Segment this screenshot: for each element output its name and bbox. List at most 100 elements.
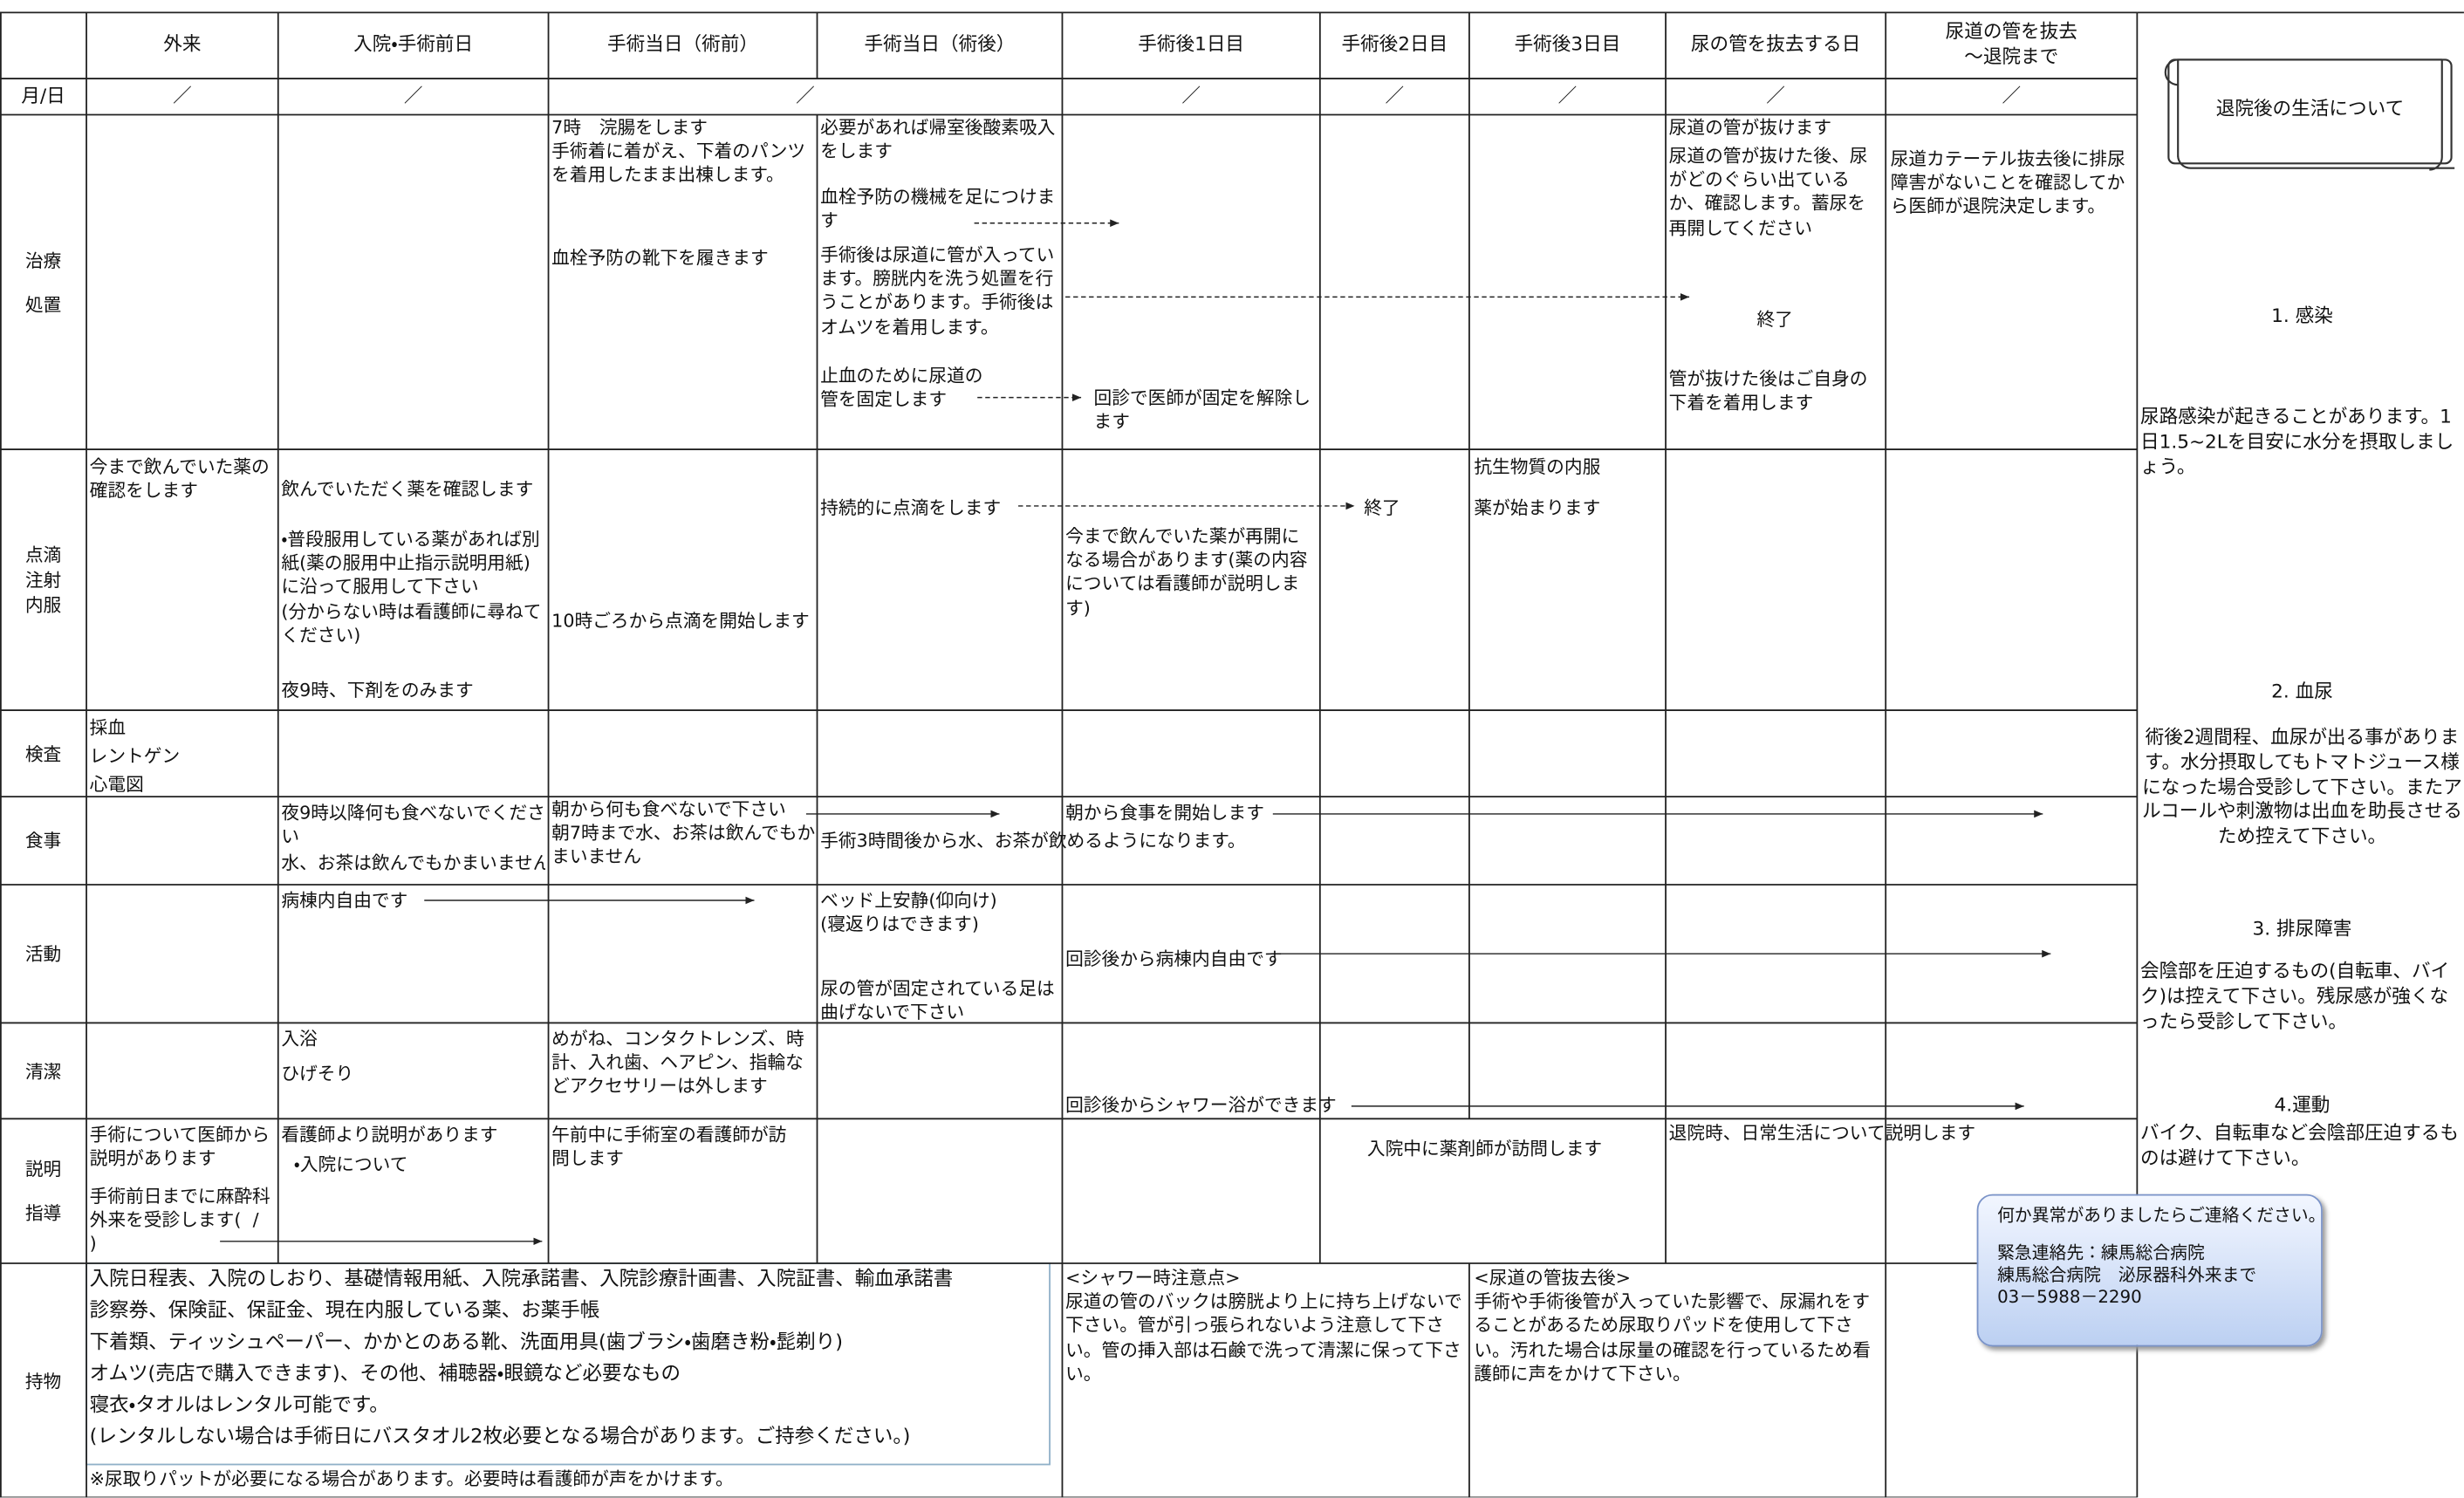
- cell-text: 夜9時、下剤をのみます: [281, 679, 474, 701]
- cell-text: 水、お茶は飲んでもかまいません: [281, 852, 545, 874]
- date-slot: ／: [1181, 84, 1201, 106]
- section-heading: 1. 感染: [2271, 304, 2333, 327]
- cell-text: 尿道カテーテル抜去後に排尿障害がないことを確認してから医師が退院決定します。: [1890, 147, 2125, 218]
- cell-text: 10時ごろから点滴を開始します: [551, 609, 810, 633]
- cell-text: 薬が始まります: [1474, 496, 1601, 519]
- contact-box: 何か異常がありましたらご連絡ください。 緊急連絡先：練馬総合病院 練馬総合病院 泌尿…: [1976, 1194, 2326, 1347]
- row-label-line: 注射: [24, 568, 62, 592]
- date-slot: ／: [1557, 84, 1578, 106]
- cell-text: 退院時、日常生活について説明します: [1668, 1121, 1976, 1145]
- cell-text: <尿道の管抜去後> 手術や手術後管が入っていた影響で、尿漏れをすることがあるため…: [1474, 1266, 1871, 1385]
- cell-text: 持続的に点滴をします: [820, 496, 1002, 519]
- cell-text: 看護師より説明があります: [281, 1123, 498, 1146]
- column-header: 入院・手術前日: [353, 32, 474, 56]
- row-label-line: 治療: [24, 249, 62, 271]
- cell-text: めがね、コンタクトレンズ、時計、入れ歯、ヘアピン、指輪などアクセサリーは外します: [551, 1027, 804, 1098]
- cell-text: 手術前日までに麻酔科外来を受診します( / ): [89, 1184, 270, 1255]
- row-label: 食事: [0, 797, 86, 885]
- sidebar-title: 退院後の生活について: [2215, 97, 2405, 120]
- column-header: 外来: [163, 32, 202, 56]
- cell-text: 回診で医師が固定を解除します: [1093, 386, 1311, 433]
- date-slot: ／: [1385, 84, 1405, 106]
- row-label: 検査: [0, 710, 86, 797]
- cell-text: 回診後から病棟内自由です: [1065, 947, 1283, 970]
- row-label-line: 持物: [24, 1369, 62, 1392]
- belonging-line: (レンタルしない場合は手術日にバスタオル2枚必要となる場合があります。ご持参くだ…: [89, 1423, 911, 1447]
- cell-text: 入浴: [281, 1027, 318, 1050]
- row-label-line: 指導: [24, 1201, 62, 1224]
- cell-text: 病棟内自由です: [281, 889, 408, 912]
- belonging-line: 入院日程表、入院のしおり、基礎情報用紙、入院承諾書、入院診療計画書、入院証書、輸…: [89, 1266, 954, 1290]
- row-label-line: 説明: [24, 1158, 62, 1180]
- column-header: 尿道の管を抜去 ～退院まで: [1945, 20, 2077, 68]
- cell-text: 今まで飲んでいた薬の確認をします: [89, 455, 270, 502]
- row-label-line: 内服: [24, 593, 62, 616]
- cell-text: 尿道の管が抜けた後、尿がどのぐらい出ているか、確認します。蓄尿を再開してください: [1668, 144, 1868, 238]
- cell-text: ※尿取りパットが必要になる場合があります。必要時は看護師が声をかけます。: [89, 1467, 734, 1490]
- row-label-line: 食事: [24, 829, 62, 852]
- cell-text: 朝から食事を開始します: [1065, 801, 1264, 824]
- cell-text: 尿の管が固定されている足は曲げないで下さい: [820, 977, 1055, 1023]
- belonging-line: オムツ(売店で購入できます)、その他、補聴器・眼鏡など必要なもの: [89, 1360, 681, 1385]
- cell-text: 今まで飲んでいた薬が再開になる場合があります(薬の内容については看護師が説明しま…: [1065, 524, 1308, 619]
- column-header: 手術後3日目: [1514, 32, 1621, 56]
- row-label: 活動: [0, 885, 86, 1023]
- belonging-line: 寝衣・タオルはレンタル可能です。: [89, 1392, 389, 1416]
- date-slot: ／: [1766, 84, 1785, 106]
- cell-text: ・入院について: [293, 1153, 408, 1176]
- cell-text: 午前中に手術室の看護師が訪問します: [551, 1123, 787, 1170]
- cell-text: ・普段服用している薬があれば別紙(薬の服用中止指示説明用紙)に沿って服用して下さ…: [281, 528, 542, 646]
- cell-text: 飲んでいただく薬を確認します: [281, 477, 534, 500]
- date-slot: ／: [173, 84, 192, 106]
- section-heading: 4.運動: [2274, 1093, 2331, 1116]
- section-text: 術後2週間程、血尿が出る事があります。水分摂取してもトマトジュース様になった場合…: [2141, 726, 2462, 848]
- cell-text: 入院中に薬剤師が訪問します: [1366, 1137, 1603, 1160]
- column-header: 尿の管を抜去する日: [1690, 32, 1861, 56]
- date-label: 月/日: [21, 84, 65, 106]
- cell-text: 抗生物質の内服: [1474, 455, 1601, 478]
- date-slot: ／: [403, 84, 423, 106]
- cell-text: 止血のために尿道の管を固定します: [820, 364, 983, 411]
- row-label-line: 清潔: [24, 1059, 62, 1082]
- cell-text: 朝から何も食べないで下さい 朝7時まで水、お茶は飲んでもかまいません: [551, 797, 816, 868]
- cell-text: 手術後は尿道に管が入っています。膀胱内を洗う処置を行うことがあります。手術後はオ…: [820, 243, 1055, 338]
- column-header: 手術当日（術前）: [607, 32, 758, 56]
- column-header: 手術当日（術後）: [864, 32, 1016, 56]
- section-text: 会陰部を圧迫するもの(自転車、バイク)は控えて下さい。残尿感が強くなったら受診し…: [2139, 960, 2450, 1032]
- cell-text: 終了: [1364, 496, 1400, 519]
- section-heading: 2. 血尿: [2271, 680, 2333, 703]
- row-label: 説明 指導: [0, 1118, 86, 1263]
- cell-text: 必要があれば帰室後酸素吸入をします: [820, 116, 1056, 162]
- date-slot: ／: [796, 84, 815, 106]
- belonging-line: 診察券、保険証、保証金、現在内服している薬、お薬手帳: [89, 1297, 600, 1322]
- column-header: 手術後1日目: [1138, 32, 1245, 56]
- banner-frame: [2167, 58, 2453, 165]
- cell-text: 採血 レントゲン 心電図: [89, 716, 181, 796]
- cell-text: ベッド上安静(仰向け) (寝返りはできます): [820, 889, 997, 935]
- row-label: 点滴 注射 内服: [0, 449, 86, 710]
- cell-text: ひげそり: [281, 1062, 354, 1084]
- belonging-line: 下着類、ティッシュペーパー、かかとのある靴、洗面用具(歯ブラシ・歯磨き粉・髭剃り…: [89, 1329, 844, 1353]
- contact-line: 練馬総合病院 泌尿器科外来まで: [1997, 1264, 2257, 1286]
- cell-text: 手術について医師から説明があります: [89, 1123, 270, 1170]
- row-label: 持物: [0, 1263, 86, 1497]
- contact-line: 何か異常がありましたらご連絡ください。: [1997, 1205, 2326, 1226]
- cell-text: 回診後からシャワー浴ができます: [1065, 1093, 1337, 1116]
- contact-line: 緊急連絡先：練馬総合病院: [1997, 1242, 2205, 1264]
- section-heading: 3. 排尿障害: [2252, 917, 2352, 941]
- row-label-line: 処置: [24, 292, 62, 316]
- cell-text: 7時 浣腸をします 手術着に着がえ、下着のパンツを着用したまま出棟します。: [551, 116, 806, 187]
- section-text: バイク、自転車など会陰部圧迫するものは避けて下さい。: [2139, 1121, 2460, 1169]
- cell-text: 管が抜けた後はご自身の下着を着用します: [1668, 367, 1868, 414]
- row-label-line: 点滴: [24, 544, 62, 566]
- column-header: 手術後2日目: [1341, 32, 1448, 56]
- cell-text: 血栓予防の靴下を履きます: [551, 246, 769, 269]
- row-label-line: 活動: [24, 942, 62, 965]
- cell-text: <シャワー時注意点> 尿道の管のバックは膀胱より上に持ち上げないで下さい。管が引…: [1065, 1266, 1462, 1385]
- date-slot: ／: [2002, 84, 2022, 106]
- section-text: 尿路感染が起きることがあります。1日1.5~2Lを目安に水分を摂取しましょう。: [2139, 405, 2454, 477]
- contact-line: 03－5988－2290: [1997, 1287, 2142, 1308]
- row-label: 清潔: [0, 1023, 86, 1118]
